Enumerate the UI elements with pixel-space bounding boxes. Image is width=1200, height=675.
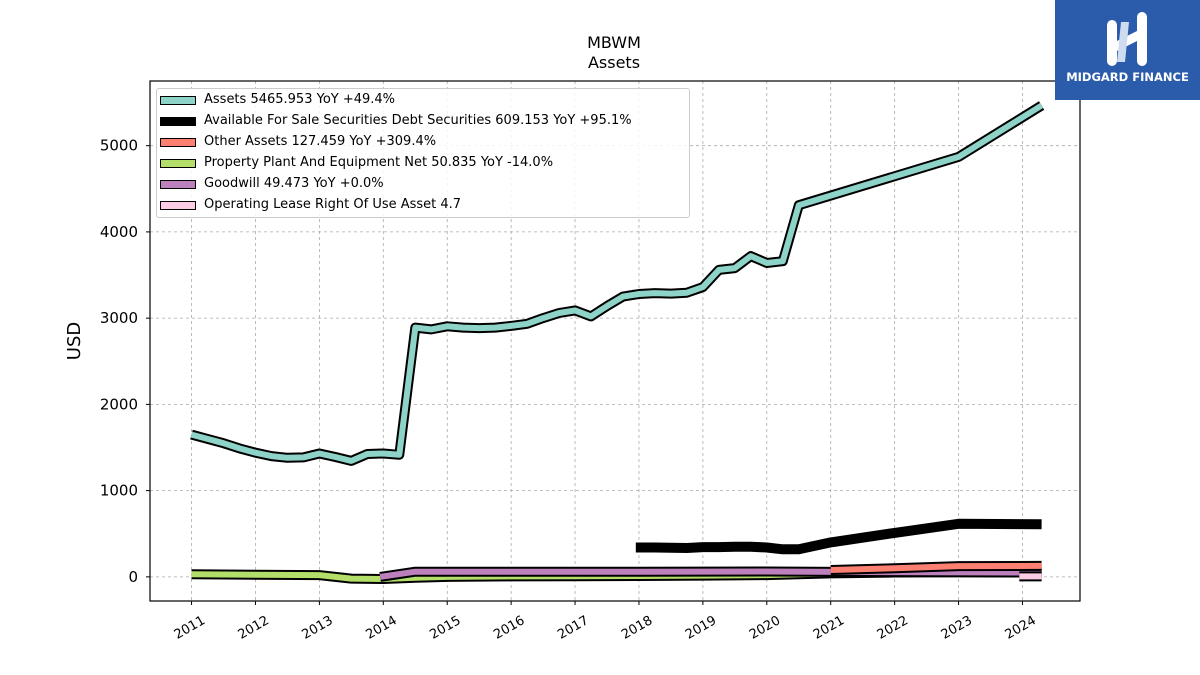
legend-label-operating-lease: Operating Lease Right Of Use Asset 4.7 bbox=[204, 197, 462, 212]
x-tick-label: 2015 bbox=[427, 613, 463, 643]
x-tick-label: 2017 bbox=[555, 613, 591, 643]
brand-logo: MIDGARD FINANCE bbox=[1055, 0, 1200, 100]
legend-swatch-afs-securities bbox=[160, 116, 196, 126]
series-goodwill bbox=[379, 566, 1042, 582]
legend-swatch-other-assets bbox=[160, 137, 196, 147]
legend-swatch-goodwill bbox=[160, 179, 196, 189]
legend-swatch-ppe-net bbox=[160, 158, 196, 168]
chart-title: MBWM bbox=[587, 33, 641, 52]
legend-swatch-operating-lease bbox=[160, 200, 196, 210]
y-tick-label: 1000 bbox=[100, 482, 138, 500]
brand-name: MIDGARD FINANCE bbox=[1066, 70, 1189, 84]
series-assets bbox=[190, 101, 1045, 466]
plot-frame bbox=[149, 80, 1081, 602]
series-line bbox=[190, 102, 1044, 464]
series-lines bbox=[190, 101, 1045, 584]
legend-label-afs-securities: Available For Sale Securities Debt Secur… bbox=[204, 113, 632, 128]
brand-mark-icon bbox=[1107, 12, 1147, 66]
x-tick-label: 2012 bbox=[236, 613, 272, 643]
legend-label-ppe-net: Property Plant And Equipment Net 50.835 … bbox=[204, 155, 554, 170]
x-tick-label: 2013 bbox=[300, 613, 336, 643]
x-tick-label: 2023 bbox=[939, 613, 975, 643]
x-tick-label: 2021 bbox=[811, 613, 847, 643]
legend-label-other-assets: Other Assets 127.459 YoY +309.4% bbox=[204, 134, 437, 149]
x-tick-label: 2018 bbox=[619, 613, 655, 643]
x-tick-label: 2020 bbox=[747, 613, 783, 643]
legend-label-goodwill: Goodwill 49.473 YoY +0.0% bbox=[204, 176, 384, 191]
y-tick-label: 2000 bbox=[100, 395, 138, 413]
x-tick-label: 2024 bbox=[1003, 613, 1039, 643]
legend-swatch-assets bbox=[160, 95, 196, 105]
y-tick-label: 5000 bbox=[100, 137, 138, 155]
y-tick-label: 4000 bbox=[100, 223, 138, 241]
y-axis-ticks: 0 1000 2000 3000 4000 5000 bbox=[100, 137, 150, 586]
y-tick-label: 0 bbox=[128, 568, 138, 586]
x-tick-label: 2019 bbox=[683, 613, 719, 643]
legend-label-assets: Assets 5465.953 YoY +49.4% bbox=[204, 92, 396, 107]
series-other-assets bbox=[830, 560, 1042, 575]
chart-subtitle: Assets bbox=[588, 53, 640, 72]
series-line bbox=[635, 518, 1042, 555]
y-tick-label: 3000 bbox=[100, 309, 138, 327]
legend: Assets 5465.953 YoY +49.4% Available For… bbox=[156, 88, 690, 218]
x-tick-label: 2022 bbox=[875, 613, 911, 643]
series-line bbox=[830, 562, 1042, 573]
x-tick-label: 2016 bbox=[491, 613, 527, 643]
y-axis-label: USD bbox=[64, 322, 85, 360]
x-tick-label: 2011 bbox=[172, 613, 208, 643]
x-tick-label: 2014 bbox=[363, 613, 399, 643]
series-available-for-sale-securities-debt-securities bbox=[635, 518, 1042, 555]
x-axis-ticks: 2011 2012 2013 2014 2015 2016 2017 2018 2019 2020… bbox=[172, 601, 1039, 643]
